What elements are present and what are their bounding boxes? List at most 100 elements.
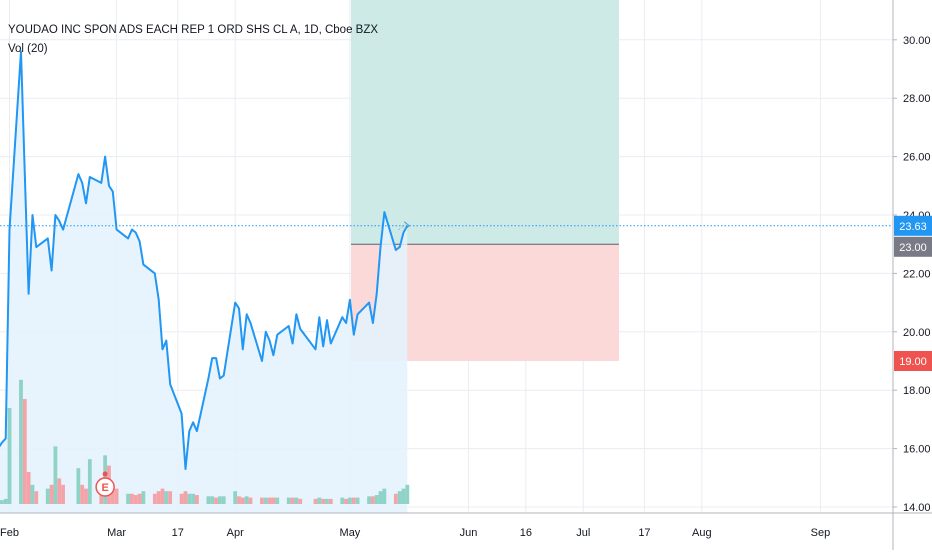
time-tick-label: 16	[520, 527, 532, 539]
volume-bar	[0, 500, 4, 504]
time-tick-label: Jun	[460, 527, 478, 539]
volume-bar	[271, 497, 276, 504]
earnings-marker-dot	[102, 471, 108, 477]
volume-bar	[367, 496, 371, 504]
volume-bar	[87, 459, 92, 504]
time-tick-label: Sep	[811, 527, 831, 539]
volume-bar	[382, 488, 387, 504]
entry-price-badge-text: 23.00	[899, 242, 927, 254]
volume-bar	[267, 497, 272, 504]
volume-bar	[275, 497, 280, 504]
volume-bar	[298, 498, 303, 504]
time-tick-label: Apr	[227, 527, 244, 539]
volume-bar	[22, 399, 27, 504]
volume-bar	[221, 496, 226, 504]
time-tick-label: 17	[172, 527, 184, 539]
markers: E	[95, 221, 411, 497]
volume-bar	[7, 408, 12, 504]
volume-bar	[160, 488, 165, 504]
time-tick-label: May	[340, 527, 361, 539]
volume-bar	[294, 497, 299, 504]
volume-bar	[137, 493, 142, 504]
volume-bar	[260, 497, 264, 504]
time-tick-label: Feb	[0, 527, 19, 539]
volume-bar	[370, 496, 375, 504]
volume-bar	[168, 491, 173, 504]
price-area-fill	[0, 51, 408, 513]
volume-bar	[156, 491, 161, 504]
volume-bar	[290, 497, 295, 504]
volume-bar	[141, 491, 146, 504]
earnings-marker	[95, 477, 115, 497]
time-tick-label: Jul	[576, 527, 590, 539]
volume-bar	[244, 496, 249, 504]
volume-bar	[348, 497, 352, 504]
price-tick-label: 22.00	[903, 268, 931, 280]
volume-bar	[49, 484, 54, 504]
volume-bar	[164, 491, 169, 504]
price-tick-label: 20.00	[903, 327, 931, 339]
volume-bar	[233, 491, 238, 504]
volume-bar	[61, 484, 65, 504]
volume-bar	[313, 498, 318, 504]
volume-bar	[19, 379, 23, 504]
volume-bar	[152, 493, 157, 504]
volume-bar	[187, 493, 192, 504]
volume-bar	[191, 493, 195, 504]
price-tick-label: 30.00	[903, 35, 931, 47]
volume-bar	[217, 496, 222, 504]
volume-bar	[30, 484, 35, 504]
symbol-title[interactable]: YOUDAO INC SPON ADS EACH REP 1 ORD SHS C…	[8, 24, 379, 36]
volume-bar	[76, 468, 81, 504]
last-price-badge	[894, 215, 932, 236]
volume-indicator-label[interactable]: Vol (20)	[8, 43, 48, 55]
volume-bar	[374, 495, 379, 504]
volume-bar	[240, 497, 245, 504]
volume-bar	[351, 497, 356, 504]
volume-bar	[110, 484, 115, 504]
volume-bar	[355, 497, 360, 504]
volume-bar	[3, 498, 8, 504]
profit-zone	[351, 0, 619, 245]
volume-bar	[57, 478, 62, 504]
price-line-layer	[0, 50, 893, 470]
time-tick-label: Aug	[692, 527, 712, 539]
price-tick-label: 26.00	[903, 152, 931, 164]
earnings-marker-label: E	[101, 482, 108, 494]
price-tick-label: 16.00	[903, 444, 931, 456]
price-tick-label: 14.00	[903, 502, 931, 514]
price-area	[0, 51, 408, 513]
price-tick-label: 28.00	[903, 93, 931, 105]
volume-bar	[401, 488, 406, 504]
stop-price-badge	[894, 351, 932, 371]
volume-bar	[328, 498, 333, 504]
volume-bar	[179, 493, 184, 504]
volume-bar	[130, 493, 134, 504]
volume-bar	[84, 488, 88, 504]
volume-bar	[206, 496, 211, 504]
price-badges: 23.63 23.00 19.00	[894, 215, 932, 371]
price-line	[0, 50, 409, 470]
volume-bar	[344, 498, 348, 504]
volume-bar	[321, 498, 326, 504]
last-price-badge-text: 23.63	[899, 221, 927, 233]
volume-bar	[325, 498, 329, 504]
volume-bar	[80, 484, 85, 504]
volume-bar	[133, 495, 138, 504]
volume-bar	[317, 497, 322, 504]
volume-bar	[378, 491, 383, 504]
volume-bar	[393, 493, 398, 504]
volume-bar	[126, 493, 130, 504]
volume-bar	[237, 496, 241, 504]
drawing-cursor-icon	[403, 221, 411, 231]
volume-bar	[248, 497, 253, 504]
entry-price-badge	[894, 236, 932, 257]
volume-bar	[286, 497, 291, 504]
volume-bar	[53, 446, 58, 504]
volume-bar	[405, 484, 410, 504]
volume-bar	[397, 491, 402, 504]
drawing-cursor-trail	[398, 224, 406, 231]
